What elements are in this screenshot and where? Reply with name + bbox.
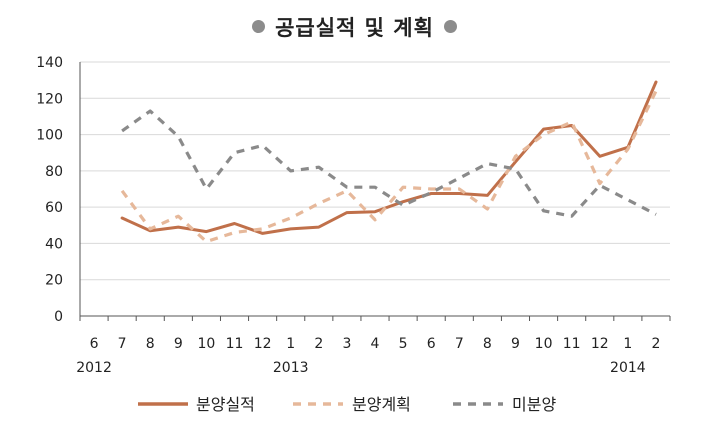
y-tick-label: 0 — [54, 309, 63, 325]
x-tick-label: 2 — [314, 336, 323, 352]
y-tick-label: 20 — [45, 273, 63, 289]
legend-label-2: 분양계획 — [352, 395, 411, 414]
y-tick-label: 140 — [36, 55, 63, 71]
x-tick-label: 4 — [371, 336, 380, 352]
x-tick-label: 9 — [511, 336, 520, 352]
y-tick-label: 60 — [45, 200, 63, 216]
chart-title-row: 공급실적 및 계획 — [0, 12, 709, 42]
legend-label-3: 미분양 — [512, 395, 556, 414]
x-tick-label: 9 — [174, 336, 183, 352]
x-tick-label: 12 — [591, 336, 609, 352]
x-tick-label: 7 — [455, 336, 464, 352]
x-tick-label: 11 — [563, 336, 581, 352]
x-tick-label: 2 — [651, 336, 660, 352]
legend: 분양실적 분양계획 미분양 — [138, 395, 556, 414]
series-line-3 — [121, 109, 657, 218]
x-tick-label: 12 — [254, 336, 272, 352]
year-label: 2012 — [76, 360, 112, 376]
x-tick-label: 11 — [226, 336, 244, 352]
x-tick-label: 6 — [90, 336, 99, 352]
chart-title: 공급실적 및 계획 — [275, 16, 434, 40]
title-bullet-left — [252, 20, 266, 33]
year-label: 2013 — [273, 360, 309, 376]
x-tick-label: 8 — [483, 336, 492, 352]
y-tick-label: 120 — [36, 91, 63, 107]
year-label: 2014 — [610, 360, 646, 376]
x-tick-label: 1 — [623, 336, 632, 352]
x-tick-label: 6 — [427, 336, 436, 352]
x-tick-label: 7 — [118, 336, 127, 352]
series-line-1 — [120, 80, 658, 235]
x-tick-label: 8 — [146, 336, 155, 352]
grid — [80, 61, 670, 281]
y-tick-label: 100 — [36, 128, 63, 144]
x-tick-label: 1 — [286, 336, 295, 352]
legend-label-1: 분양실적 — [196, 395, 255, 414]
y-tick-label: 40 — [45, 236, 63, 252]
y-tick-label: 80 — [45, 164, 63, 180]
series-line-2 — [120, 90, 658, 244]
x-tick-label: 10 — [535, 336, 553, 352]
x-tick-label: 5 — [399, 336, 408, 352]
series-lines — [120, 80, 658, 244]
x-tick-label: 3 — [342, 336, 351, 352]
title-bullet-right — [443, 20, 457, 33]
x-tick-label: 10 — [198, 336, 216, 352]
